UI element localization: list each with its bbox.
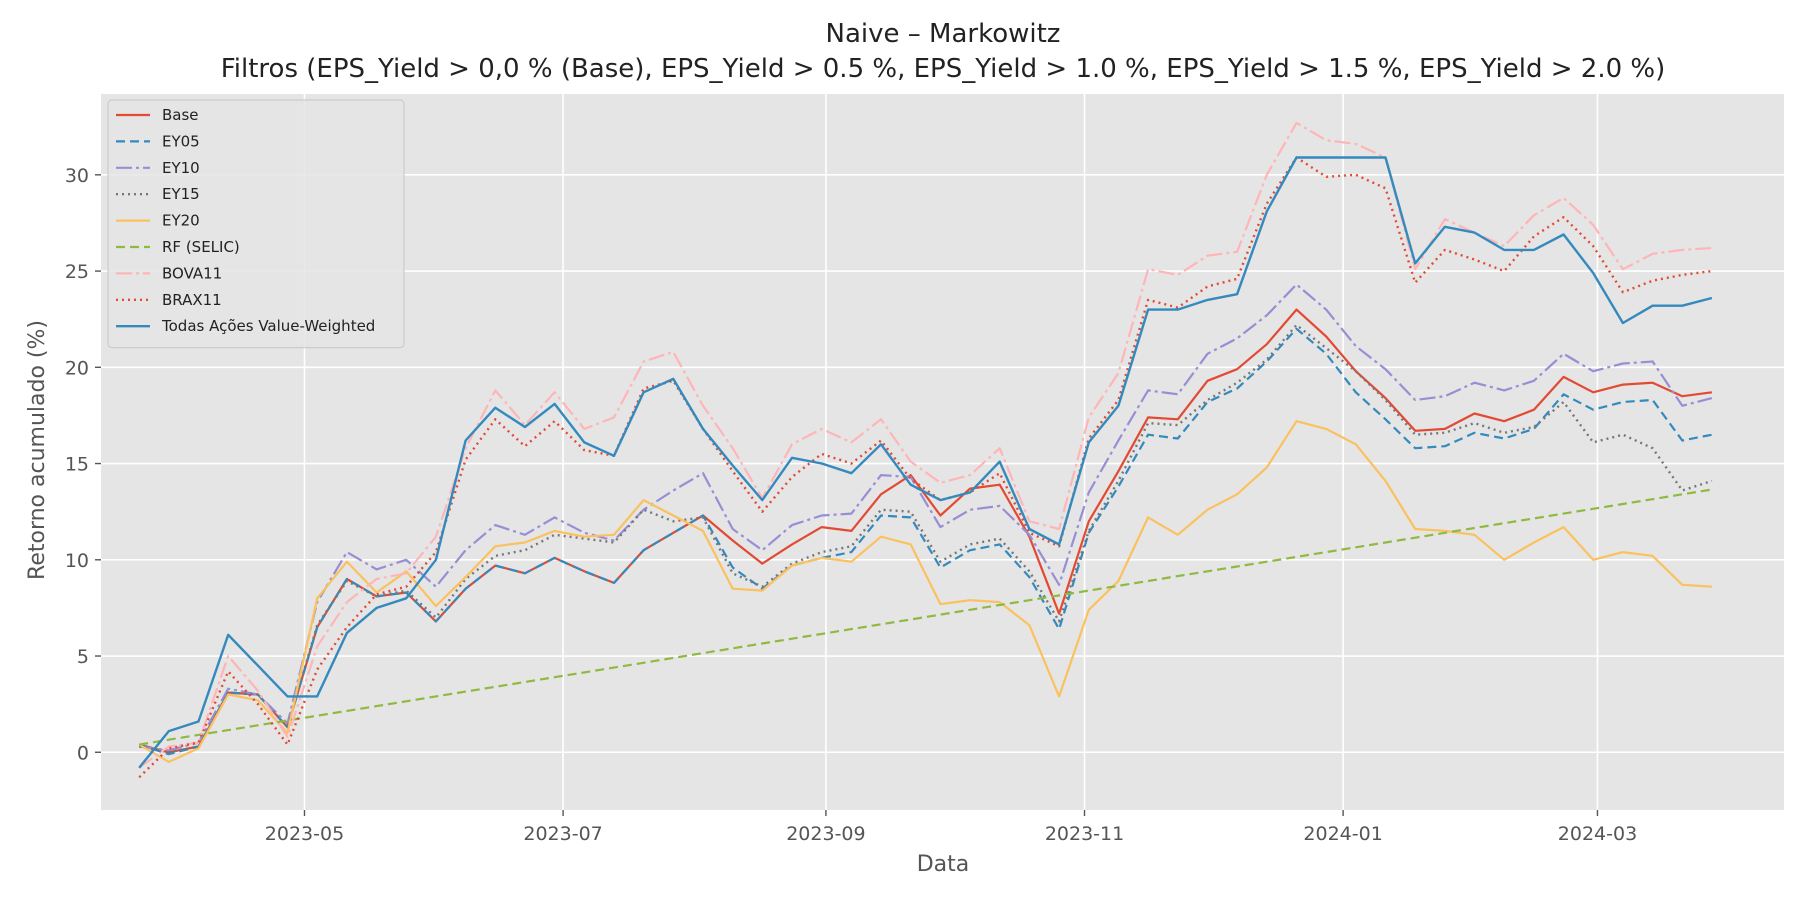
legend-label: EY05: [162, 132, 200, 150]
y-tick-label: 15: [65, 454, 89, 476]
series-line-base: [138, 308, 1713, 754]
y-tick-label: 25: [65, 261, 89, 283]
legend-label: Base: [162, 106, 199, 124]
axis-ticks: 2023-05 2023-07 2023-09 2023-11 2024-01 2024-…: [65, 165, 1637, 845]
legend-label: EY20: [162, 212, 200, 230]
legend-label: Todas Ações Value-Weighted: [161, 317, 375, 335]
series-line-ey10: [139, 283, 1713, 752]
legend: Base EY05 EY10 EY15 EY20 RF (SELIC) BOVA11 BRAX…: [107, 99, 405, 349]
series-line-todas-a-es-value-weighted: [138, 156, 1713, 769]
y-tick-label: 20: [65, 357, 89, 379]
series-line-ey15: [138, 323, 1713, 754]
legend-box: [107, 99, 405, 349]
legend-label: EY15: [162, 185, 200, 203]
y-axis-label: Retorno acumulado (%): [25, 320, 50, 580]
legend-label: EY10: [162, 159, 200, 177]
x-tick-label: 2024-03: [1558, 823, 1637, 845]
x-tick-label: 2023-11: [1045, 823, 1124, 845]
legend-label: BOVA11: [162, 264, 222, 282]
legend-label: RF (SELIC): [162, 238, 240, 256]
chart-subtitle: Filtros (EPS_Yield > 0,0 % (Base), EPS_Y…: [221, 54, 1666, 84]
chart-title: Naive – Markowitz: [826, 19, 1061, 49]
y-tick-label: 10: [65, 550, 89, 572]
series-line-brax11: [138, 156, 1713, 779]
x-axis-label: Data: [917, 852, 970, 877]
legend-label: BRAX11: [162, 291, 222, 309]
y-tick-label: 5: [77, 646, 89, 668]
series-line-bova11: [138, 121, 1712, 769]
series-lines: [138, 121, 1713, 779]
y-tick-label: 30: [65, 165, 89, 187]
x-tick-label: 2023-05: [265, 823, 344, 845]
x-tick-label: 2024-01: [1303, 823, 1382, 845]
y-tick-label: 0: [77, 742, 89, 764]
x-tick-label: 2023-07: [523, 823, 602, 845]
x-tick-label: 2023-09: [786, 823, 865, 845]
